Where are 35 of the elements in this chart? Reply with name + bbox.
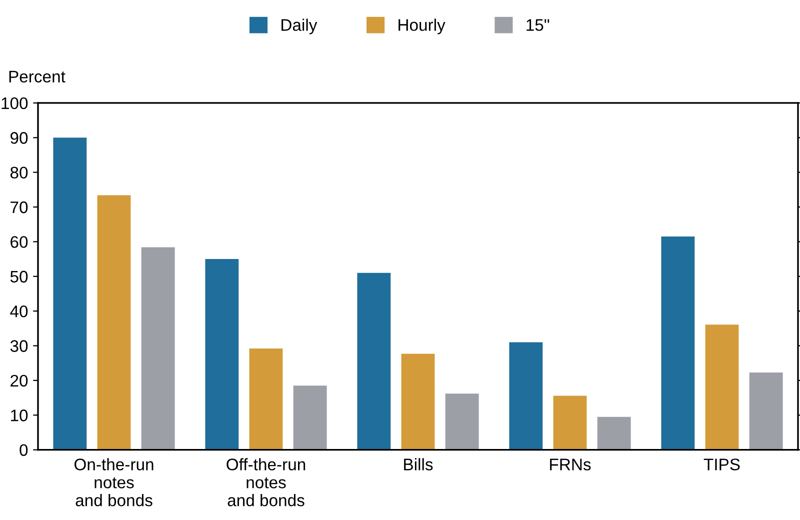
bar — [553, 396, 587, 450]
bar — [249, 348, 283, 450]
y-axis-title: Percent — [9, 70, 66, 83]
y-tick-label: 0 — [20, 444, 28, 456]
legend-label: Daily — [282, 18, 318, 34]
x-tick-label: On-the-run notes and bonds — [74, 458, 154, 506]
x-tick-label: Bills — [404, 458, 433, 470]
y-tick-label: 10 — [11, 410, 28, 422]
bar — [445, 394, 479, 450]
bar — [749, 372, 783, 450]
bar — [597, 416, 631, 450]
y-tick-label: 60 — [10, 236, 28, 248]
x-tick-label: Off-the-run notes and bonds — [226, 458, 306, 506]
y-tick-label: 50 — [10, 270, 28, 283]
bar — [509, 342, 543, 450]
bar — [97, 195, 131, 450]
y-tick-label: 30 — [10, 340, 28, 352]
bar — [705, 324, 739, 450]
bar — [205, 259, 239, 450]
x-tick-label: FRNs — [550, 458, 591, 470]
y-tick-label: 40 — [10, 305, 28, 318]
y-tick-label: 80 — [10, 166, 28, 179]
x-tick-label: TIPS — [704, 458, 740, 470]
bar — [357, 272, 391, 450]
y-tick-label: 20 — [10, 374, 28, 387]
y-tick-label: 100 — [2, 97, 28, 110]
y-tick-label: 90 — [10, 132, 28, 144]
legend-label: Hourly — [398, 18, 446, 34]
y-tick-label: 70 — [10, 201, 28, 214]
legend-label: 15" — [526, 19, 550, 31]
bar — [141, 247, 175, 450]
bar — [401, 354, 435, 450]
bar — [53, 138, 87, 450]
bar — [293, 386, 327, 450]
bar — [661, 236, 695, 450]
